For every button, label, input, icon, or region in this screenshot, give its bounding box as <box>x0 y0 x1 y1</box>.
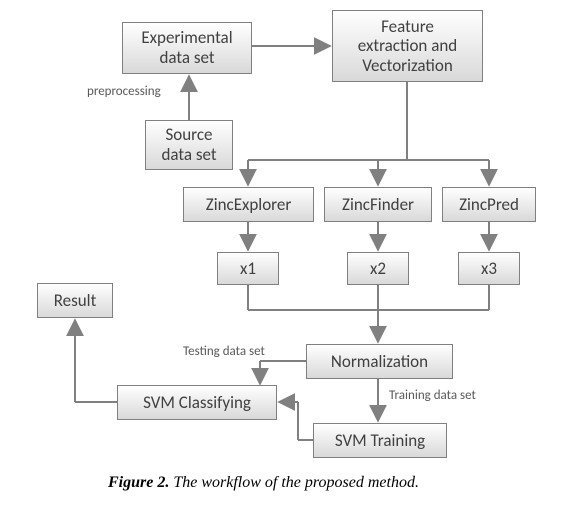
node-source: Sourcedata set <box>145 120 233 170</box>
node-label: ZincFinder <box>342 195 414 215</box>
node-zincexplorer: ZincExplorer <box>183 187 314 222</box>
node-x2: x2 <box>347 252 409 285</box>
node-label: Featureextraction andVectorization <box>358 17 457 76</box>
edge-label-training: Training data set <box>389 388 476 403</box>
figure-caption: Figure 2. The workflow of the proposed m… <box>108 474 419 492</box>
node-zincpred: ZincPred <box>442 187 536 222</box>
caption-prefix: Figure 2. <box>108 474 169 491</box>
node-experimental: Experimentaldata set <box>122 22 252 74</box>
node-label: Result <box>54 291 97 311</box>
node-label: Sourcedata set <box>161 125 216 164</box>
node-svm-training: SVM Training <box>313 423 447 458</box>
node-label: Experimentaldata set <box>141 28 232 67</box>
node-label: Normalization <box>331 352 428 372</box>
node-x3: x3 <box>458 252 520 285</box>
node-label: x1 <box>240 259 256 279</box>
edge-label-testing: Testing data set <box>183 344 265 359</box>
node-x1: x1 <box>217 252 279 285</box>
node-label: SVM Training <box>335 431 425 451</box>
node-normalization: Normalization <box>306 344 453 379</box>
node-label: ZincPred <box>459 195 519 215</box>
node-svm-classifying: SVM Classifying <box>117 385 277 420</box>
node-label: ZincExplorer <box>206 195 292 215</box>
edge-label-preprocessing: preprocessing <box>87 84 161 99</box>
node-label: x3 <box>481 259 497 279</box>
node-zincfinder: ZincFinder <box>324 187 432 222</box>
node-result: Result <box>37 283 113 318</box>
node-label: SVM Classifying <box>143 393 251 413</box>
node-feature: Featureextraction andVectorization <box>332 10 483 82</box>
caption-text: The workflow of the proposed method. <box>169 474 419 491</box>
node-label: x2 <box>370 259 386 279</box>
